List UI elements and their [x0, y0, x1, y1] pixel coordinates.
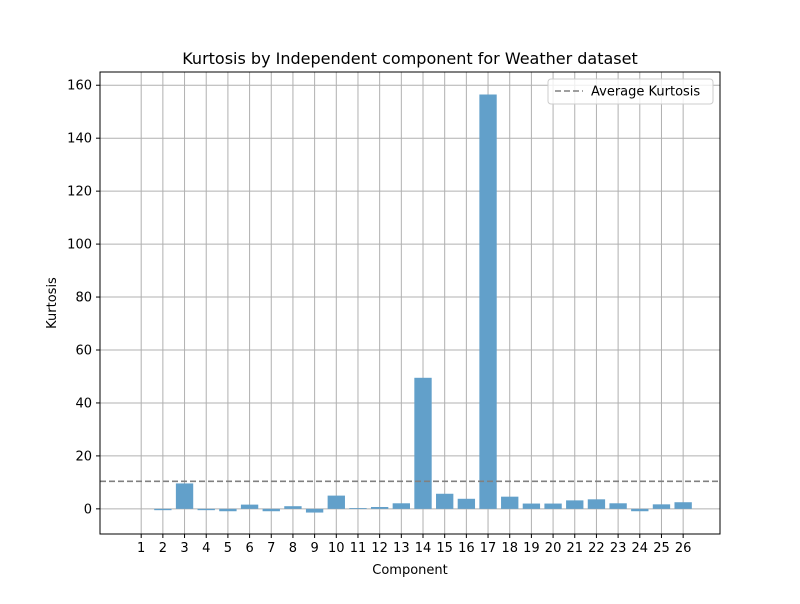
bar-component-4 [197, 508, 215, 511]
x-axis-label: Component [372, 563, 447, 578]
x-tick-label: 16 [458, 541, 475, 556]
x-tick-label: 21 [566, 541, 583, 556]
x-tick-label: 15 [436, 541, 453, 556]
x-tick-label: 7 [267, 541, 275, 556]
y-axis-ticks: 0 20 40 60 80 100 120 140 160 [67, 79, 100, 517]
bar-component-14 [414, 377, 432, 509]
bar-component-22 [587, 499, 606, 509]
bar-component-23 [609, 503, 627, 509]
bar-component-6 [240, 504, 259, 509]
x-tick-label: 2 [159, 541, 167, 556]
y-tick-label: 60 [75, 343, 92, 358]
bar-component-18 [501, 496, 519, 509]
x-tick-label: 14 [415, 541, 432, 556]
x-tick-label: 6 [245, 541, 253, 556]
legend-label-average-kurtosis: Average Kurtosis [591, 85, 700, 100]
plot-frame [99, 71, 721, 535]
x-tick-label: 23 [610, 541, 627, 556]
y-tick-label: 80 [75, 291, 92, 306]
y-tick-label: 40 [75, 396, 92, 411]
bar-component-17 [479, 94, 497, 509]
x-tick-label: 9 [310, 541, 318, 556]
bar-component-19 [522, 503, 541, 509]
y-axis-label: Kurtosis [45, 277, 60, 329]
y-tick-label: 160 [67, 79, 92, 94]
x-tick-label: 4 [202, 541, 210, 556]
bar-component-11 [349, 508, 367, 509]
bars [154, 94, 692, 513]
x-tick-label: 19 [523, 541, 540, 556]
bar-component-15 [436, 493, 454, 509]
x-axis-ticks: 1 2 3 4 5 6 7 8 9 10 11 12 13 14 15 16 17 18 19 20 21 22 23 24 2… [137, 534, 691, 556]
y-tick-label: 100 [67, 238, 92, 253]
x-tick-label: 3 [180, 541, 188, 556]
x-tick-label: 26 [675, 541, 692, 556]
bar-component-26 [674, 502, 692, 509]
bar-component-12 [370, 506, 389, 509]
x-tick-label: 10 [328, 541, 345, 556]
bar-component-9 [305, 508, 324, 513]
y-tick-label: 120 [67, 185, 92, 200]
bar-component-21 [566, 500, 584, 509]
bar-component-2 [154, 508, 172, 511]
x-tick-label: 8 [289, 541, 297, 556]
bar-component-8 [284, 506, 302, 509]
x-tick-label: 12 [371, 541, 388, 556]
x-tick-label: 22 [588, 541, 605, 556]
chart-title: Kurtosis by Independent component for We… [182, 49, 638, 68]
x-tick-label: 17 [480, 541, 497, 556]
bar-component-13 [392, 503, 410, 509]
x-tick-label: 1 [137, 541, 145, 556]
bar-component-20 [544, 503, 562, 509]
x-tick-label: 24 [632, 541, 649, 556]
x-tick-label: 25 [653, 541, 670, 556]
legend-box [547, 78, 714, 105]
bar-component-24 [631, 508, 649, 512]
x-tick-label: 5 [224, 541, 232, 556]
bar-component-10 [327, 495, 345, 509]
bar-component-25 [652, 504, 671, 509]
bar-component-3 [175, 483, 194, 509]
legend: Average Kurtosis [547, 78, 714, 105]
x-tick-label: 11 [350, 541, 367, 556]
bar-component-16 [457, 498, 476, 509]
y-tick-label: 140 [67, 132, 92, 147]
x-tick-label: 20 [545, 541, 562, 556]
y-tick-label: 20 [75, 449, 92, 464]
bar-component-5 [219, 508, 237, 512]
y-tick-label: 0 [84, 502, 92, 517]
x-tick-label: 18 [501, 541, 518, 556]
bar-component-7 [262, 508, 280, 512]
x-tick-label: 13 [393, 541, 410, 556]
